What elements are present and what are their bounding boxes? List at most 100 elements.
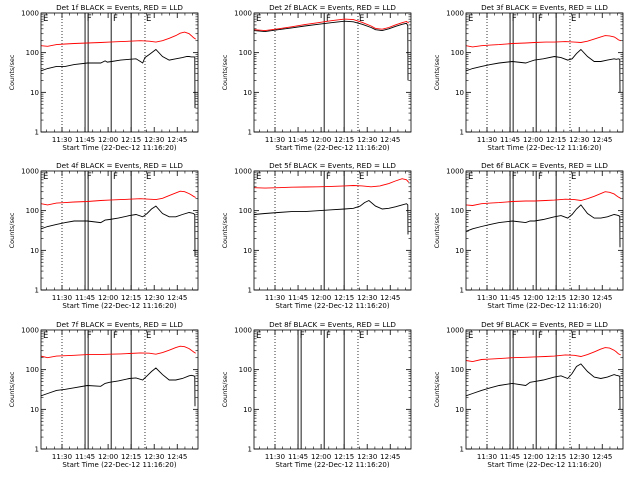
x-tick-label: 12:15 <box>334 136 354 144</box>
event-letter-marker: F <box>87 172 92 182</box>
event-letter-marker: E <box>571 172 576 182</box>
event-letter-marker: F <box>538 172 543 182</box>
plot-frame <box>253 170 412 291</box>
x-axis-label: Start Time (22-Dec-12 11:16:20) <box>275 461 389 469</box>
event-letter-marker: F <box>512 14 517 24</box>
plot-frame <box>40 12 199 133</box>
x-tick-label: 11:45 <box>75 136 95 144</box>
chart-title: Det 9f BLACK = Events, RED = LLD <box>481 320 608 329</box>
x-tick-label: 11:30 <box>265 136 285 144</box>
x-tick-label: 12:00 <box>311 453 331 461</box>
y-tick-label: 1000 <box>446 168 464 176</box>
event-letter-marker: F <box>300 331 305 341</box>
y-tick-label: 100 <box>451 366 464 374</box>
x-tick-label: 11:30 <box>52 453 72 461</box>
x-tick-label: 11:45 <box>75 294 95 302</box>
event-letter-marker: E <box>43 331 48 341</box>
x-tick-label: 12:00 <box>523 294 543 302</box>
y-tick-label: 1 <box>35 446 39 454</box>
x-tick-label: 12:30 <box>569 453 589 461</box>
x-tick-label: 11:30 <box>52 294 72 302</box>
y-tick-label: 100 <box>26 366 39 374</box>
series-line-lld <box>41 345 196 359</box>
event-letter-marker: E <box>43 172 48 182</box>
series-line-lld <box>466 191 621 206</box>
x-tick-label: 12:00 <box>311 136 331 144</box>
x-tick-label: 12:15 <box>546 136 566 144</box>
x-tick-label: 12:30 <box>357 453 377 461</box>
plot-area <box>41 31 196 109</box>
series-line-lld <box>466 35 621 48</box>
event-letter-marker: E <box>359 14 364 24</box>
chart-panel-2: Det 2f BLACK = Events, RED = LLD E F E 1 10 10… <box>221 3 412 152</box>
y-tick-label: 1000 <box>234 10 252 18</box>
y-tick-label: 10 <box>30 406 39 414</box>
event-letter-marker: F <box>512 331 517 341</box>
plot-area <box>254 178 410 235</box>
event-letter-marker: E <box>359 331 364 341</box>
plot-frame <box>465 170 624 291</box>
y-tick-label: 10 <box>243 89 252 97</box>
series-line-lld <box>254 178 410 189</box>
x-tick-label: 11:30 <box>477 136 497 144</box>
y-tick-label: 100 <box>26 207 39 215</box>
y-tick-label: 1 <box>248 287 252 295</box>
y-axis-label: Counts/sec <box>433 212 441 248</box>
series-line-lld <box>254 18 409 32</box>
series-line-lld <box>41 190 196 206</box>
chart-title: Det 4f BLACK = Events, RED = LLD <box>56 161 183 170</box>
y-axis-label: Counts/sec <box>433 371 441 407</box>
plot-area <box>41 345 196 407</box>
y-tick-label: 1000 <box>234 168 252 176</box>
x-tick-label: 12:15 <box>121 294 141 302</box>
x-tick-label: 12:00 <box>98 136 118 144</box>
y-tick-label: 1 <box>460 287 464 295</box>
y-tick-label: 1000 <box>21 327 39 335</box>
x-tick-label: 11:45 <box>288 453 308 461</box>
y-axis-label: Counts/sec <box>221 371 229 407</box>
y-tick-label: 1000 <box>21 10 39 18</box>
event-letter-marker: E <box>146 172 151 182</box>
x-axis-label: Start Time (22-Dec-12 11:16:20) <box>275 144 389 152</box>
y-axis-label: Counts/sec <box>221 212 229 248</box>
x-tick-label: 12:00 <box>98 294 118 302</box>
chart-panel-3: Det 3f BLACK = Events, RED = LLD E F F E 1 10 1… <box>433 3 624 152</box>
x-axis-label: Start Time (22-Dec-12 11:16:20) <box>275 302 389 310</box>
plot-area <box>466 191 621 248</box>
x-tick-label: 11:30 <box>265 294 285 302</box>
x-tick-label: 12:30 <box>144 453 164 461</box>
event-letter-marker: E <box>256 331 261 341</box>
x-tick-label: 11:45 <box>500 136 520 144</box>
x-tick-label: 11:30 <box>477 453 497 461</box>
y-tick-label: 100 <box>239 366 252 374</box>
chart-panel-1: Det 1f BLACK = Events, RED = LLD E F F E 1 10 1… <box>8 3 199 152</box>
chart-panel-5: Det 5f BLACK = Events, RED = LLD E F E 1 10 10… <box>221 161 412 310</box>
chart-panel-7: Det 7f BLACK = Events, RED = LLD E F F E 1 10 1… <box>8 320 199 469</box>
x-tick-label: 12:15 <box>334 294 354 302</box>
event-letter-marker: E <box>571 331 576 341</box>
x-tick-label: 11:30 <box>52 136 72 144</box>
x-tick-label: 12:45 <box>167 136 187 144</box>
x-tick-label: 11:30 <box>265 453 285 461</box>
x-tick-label: 12:00 <box>98 453 118 461</box>
event-letter-marker: E <box>468 331 473 341</box>
chart-title: Det 2f BLACK = Events, RED = LLD <box>269 3 396 12</box>
y-tick-label: 100 <box>239 207 252 215</box>
y-tick-label: 10 <box>455 89 464 97</box>
chart-panel-9: Det 9f BLACK = Events, RED = LLD E F F E 1 10 1… <box>433 320 624 469</box>
event-letter-marker: F <box>87 331 92 341</box>
y-tick-label: 10 <box>243 406 252 414</box>
event-letter-marker: F <box>87 14 92 24</box>
series-line-events <box>254 199 409 235</box>
x-tick-label: 12:45 <box>380 294 400 302</box>
y-axis-label: Counts/sec <box>433 54 441 90</box>
x-axis-label: Start Time (22-Dec-12 11:16:20) <box>487 144 601 152</box>
chart-title: Det 7f BLACK = Events, RED = LLD <box>56 320 183 329</box>
y-tick-label: 10 <box>30 89 39 97</box>
x-tick-label: 12:30 <box>144 294 164 302</box>
plot-frame <box>253 329 412 450</box>
event-letter-marker: F <box>326 14 331 24</box>
y-tick-label: 1000 <box>446 10 464 18</box>
